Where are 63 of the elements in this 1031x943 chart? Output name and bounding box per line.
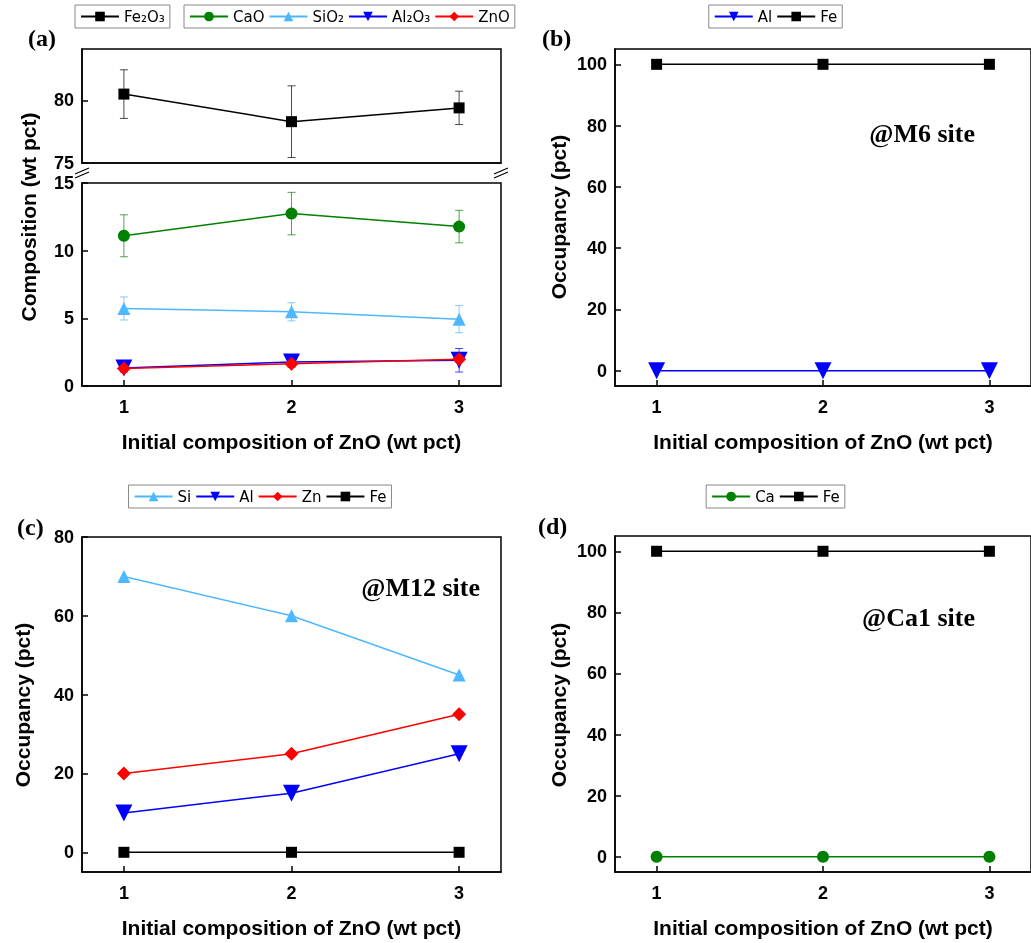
y-tick-label: 60 — [586, 176, 607, 197]
x-tick-label: 1 — [651, 883, 662, 903]
text: (b) — [542, 25, 572, 51]
legend-label: Ca — [755, 487, 775, 506]
y-tick-label: 40 — [586, 238, 607, 259]
legend-label: Al — [239, 487, 254, 506]
x-axis-title: Initial composition of ZnO (wt pct) — [653, 916, 993, 939]
annotation: @Ca1 site — [862, 602, 976, 632]
legend-label: ZnO — [478, 7, 510, 26]
y-axis-title: Occupancy (pct) — [546, 622, 570, 788]
legend-label: Fe — [820, 7, 838, 26]
legend-label: Zn — [301, 487, 322, 506]
y-tick-label: 20 — [586, 299, 607, 320]
legend-label: CaO — [233, 7, 265, 26]
x-tick-label: 3 — [984, 883, 995, 903]
y-tick-label: 75 — [53, 153, 74, 173]
legend-label: SiO₂ — [312, 7, 344, 26]
y-axis-title: Occupancy (pct) — [10, 622, 34, 788]
y-axis-title: Composition (wt pct) — [16, 112, 40, 322]
y-tick-label: 15 — [53, 173, 74, 193]
y-tick-label: 10 — [53, 240, 74, 261]
y-tick-label: 100 — [576, 541, 607, 562]
legend-label: Fe — [822, 487, 840, 506]
x-tick-label: 2 — [817, 883, 829, 903]
x-tick-label: 3 — [454, 883, 465, 903]
y-tick-label: 5 — [63, 308, 74, 329]
y-tick-label: 20 — [53, 763, 74, 784]
y-tick-label: 100 — [576, 54, 607, 75]
x-tick-label: 3 — [984, 397, 995, 417]
x-axis-title: Initial composition of ZnO (wt pct) — [653, 430, 993, 453]
legend-label: Si — [177, 487, 192, 506]
y-tick-label: 80 — [53, 527, 74, 547]
y-tick-label: 20 — [586, 785, 607, 806]
text: (a) — [28, 25, 56, 51]
y-tick-label: 0 — [596, 846, 607, 867]
y-tick-label: 80 — [586, 115, 607, 136]
text: (d) — [538, 513, 568, 539]
y-tick-label: 40 — [586, 724, 607, 745]
annotation: @M6 site — [869, 118, 975, 148]
text: (c) — [17, 514, 44, 540]
y-axis-title: Occupancy (pct) — [546, 134, 570, 300]
x-tick-label: 3 — [454, 397, 465, 417]
x-tick-label: 1 — [118, 883, 129, 903]
y-tick-label: 0 — [63, 376, 74, 396]
x-tick-label: 2 — [286, 883, 297, 903]
annotation: @M12 site — [361, 572, 480, 602]
x-axis-title: Initial composition of ZnO (wt pct) — [121, 916, 462, 939]
x-tick-label: 1 — [651, 397, 662, 417]
legend-label: Al — [757, 7, 773, 26]
y-tick-label: 40 — [53, 684, 74, 705]
legend-label: Fe₂O₃ — [124, 7, 165, 26]
y-tick-label: 0 — [63, 842, 74, 863]
legend-label: Al₂O₃ — [391, 7, 431, 26]
x-tick-label: 2 — [817, 397, 829, 417]
y-tick-label: 60 — [586, 663, 607, 684]
y-tick-label: 60 — [53, 605, 74, 626]
y-tick-label: 0 — [596, 360, 607, 381]
legend-label: Fe — [369, 487, 387, 506]
x-axis-title: Initial composition of ZnO (wt pct) — [121, 430, 462, 453]
x-tick-label: 1 — [118, 397, 129, 417]
x-tick-label: 2 — [286, 397, 297, 417]
y-tick-label: 80 — [53, 90, 74, 111]
y-tick-label: 80 — [586, 602, 607, 623]
